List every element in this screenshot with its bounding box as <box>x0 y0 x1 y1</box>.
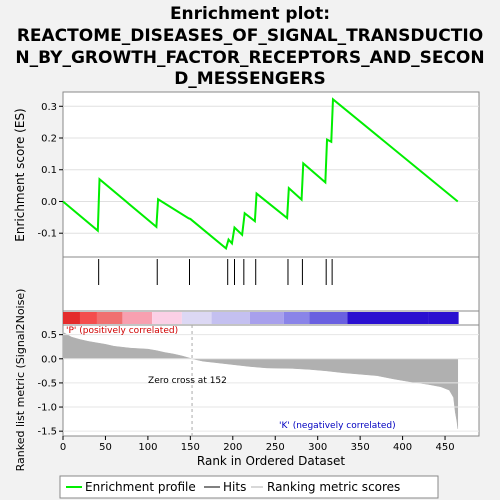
heatmap-segment <box>96 312 123 324</box>
ranked-metric-fill <box>62 331 459 429</box>
es-tick-label: 0.3 <box>41 102 57 113</box>
es-tick-label: -0.1 <box>37 229 57 240</box>
hit-marks <box>98 259 333 285</box>
heatmap-segment <box>249 312 284 324</box>
zero-cross-label: Zero cross at 152 <box>148 376 227 386</box>
negative-correlation-label: 'K' (negatively correlated) <box>279 421 396 431</box>
x-tick-label: 250 <box>266 442 285 453</box>
ranked-metric-area <box>62 331 459 429</box>
heatmap-bar <box>63 312 459 324</box>
heatmap-segment <box>283 312 310 324</box>
x-tick-label: 300 <box>308 442 327 453</box>
x-tick-label: 150 <box>181 442 200 453</box>
heatmap-segment <box>428 312 459 324</box>
chart-title-line-1: Enrichment plot: <box>170 4 330 24</box>
metric-tick-label: -0.5 <box>37 378 57 389</box>
chart-title-line-2: REACTOME_DISEASES_OF_SIGNAL_TRANSDUCTIO <box>17 26 483 46</box>
metric-tick-label: -1.5 <box>37 427 57 438</box>
es-tick-label: 0.0 <box>41 197 57 208</box>
x-tick-label: 450 <box>435 442 454 453</box>
x-tick-label: 100 <box>138 442 157 453</box>
heatmap-segment <box>181 312 212 324</box>
x-tick-label: 0 <box>60 442 66 453</box>
metric-grid <box>63 334 479 432</box>
legend-label-hits: Hits <box>223 480 246 494</box>
legend: Enrichment profile Hits Ranking metric s… <box>59 475 439 499</box>
heatmap-segment <box>63 312 80 324</box>
es-panel <box>62 91 480 258</box>
legend-box <box>59 475 439 499</box>
legend-label-profile: Enrichment profile <box>85 480 196 494</box>
positive-correlation-label: 'P' (positively correlated) <box>66 326 178 336</box>
es-tick-label: 0.1 <box>41 165 57 176</box>
es-y-ticks: -0.1 0.0 0.1 0.2 0.3 <box>37 102 63 240</box>
metric-tick-label: 0.0 <box>41 354 57 365</box>
heatmap-segment <box>211 312 250 324</box>
enrichment-profile-line <box>62 97 459 251</box>
x-tick-label: 350 <box>351 442 370 453</box>
heatmap-segment <box>309 312 348 324</box>
heatmap-segment <box>152 312 182 324</box>
x-axis-label: Rank in Ordered Dataset <box>197 454 345 468</box>
x-tick-label: 50 <box>99 442 112 453</box>
es-tick-label: 0.2 <box>41 134 57 145</box>
x-tick-label: 400 <box>393 442 412 453</box>
metric-y-axis-label: Ranked list metric (Signal2Noise) <box>14 289 27 472</box>
x-ticks: 0 50 100 150 200 250 300 350 400 450 <box>60 436 455 453</box>
heatmap-segment <box>347 312 429 324</box>
hits-panel <box>62 256 480 312</box>
metric-tick-label: -1.0 <box>37 403 57 414</box>
es-y-axis-label: Enrichment score (ES) <box>13 108 27 241</box>
x-tick-label: 200 <box>223 442 242 453</box>
heatmap-segment <box>122 312 153 324</box>
chart-title-line-4: D_MESSENGERS <box>174 69 326 89</box>
es-grid <box>63 105 479 234</box>
heatmap-segment <box>79 312 97 324</box>
legend-label-metric: Ranking metric scores <box>267 480 400 494</box>
metric-tick-label: 0.5 <box>41 330 57 341</box>
metric-y-ticks: 0.5 0.0 -0.5 -1.0 -1.5 <box>37 330 63 438</box>
chart-title-line-3: N_BY_GROWTH_FACTOR_RECEPTORS_AND_SECON <box>15 48 484 68</box>
